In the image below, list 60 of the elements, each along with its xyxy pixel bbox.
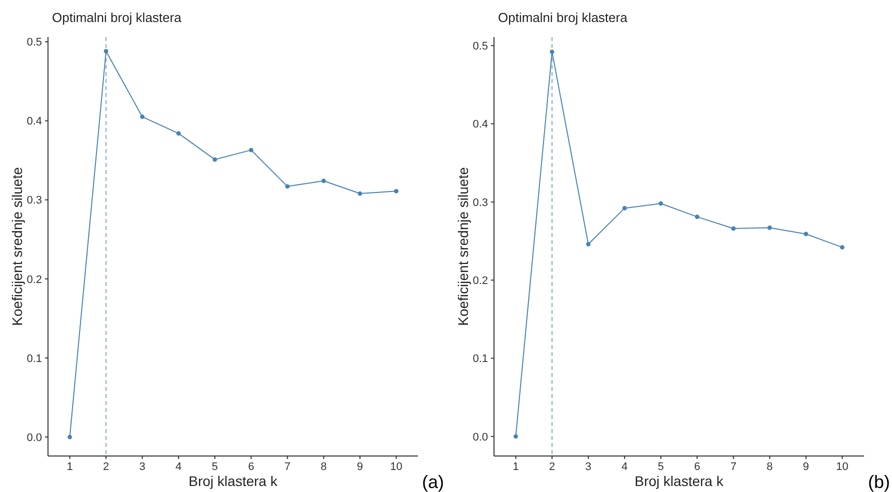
text: (b) [868,472,890,492]
y-tick-label: 0.0 [472,431,488,444]
chart-title: Optimalni broj klastera [498,10,628,25]
x-tick-label: 4 [176,461,182,473]
x-tick-label: 7 [284,461,290,473]
x-tick-label: 1 [66,461,73,473]
x-tick-label: 2 [548,461,556,473]
point [68,434,72,440]
x-tick-label: 3 [139,461,146,473]
x-tick-label: 5 [658,461,664,473]
x-tick-label: 8 [320,461,327,473]
point [622,206,627,210]
x-tick-label: 10 [836,461,848,473]
y-tick-label: 0.5 [26,36,42,49]
y-tick-label: 0.1 [26,352,42,365]
point [394,188,398,194]
y-tick-label: 0.5 [472,40,488,52]
point [104,49,108,54]
point [767,226,772,230]
x-tick-label: 1 [512,461,519,473]
y-axis-title: Koeficijent srednje siluete [455,166,471,326]
point [212,157,218,162]
point [694,214,700,219]
point [514,434,518,439]
point [586,242,591,246]
point [358,191,362,196]
x-tick-label: 4 [622,461,628,473]
x-axis-title: Broj klastera k [634,473,724,489]
x-tick-label: 10 [390,461,402,473]
chart-title: Optimalni broj klastera [52,10,182,25]
text: (a) [422,472,444,492]
point [248,148,254,152]
point [550,50,554,54]
point [804,232,808,236]
x-tick-label: 7 [730,461,736,473]
x-tick-label: 9 [356,461,364,473]
point [731,226,736,231]
x-axis-title: Broj klastera k [188,473,278,489]
point [658,201,664,206]
point [840,245,844,250]
x-tick-label: 2 [102,461,110,473]
point [140,114,145,120]
y-tick-label: 0.4 [472,118,488,131]
x-tick-label: 3 [585,461,592,473]
point [321,178,326,184]
point [176,131,181,136]
x-tick-label: 6 [694,461,700,473]
y-tick-label: 0.2 [472,274,488,287]
y-tick-label: 0.0 [26,432,42,444]
x-tick-label: 8 [766,461,773,473]
y-axis-title: Koeficijent srednje siluete [9,166,25,326]
y-tick-label: 0.2 [26,274,42,286]
x-tick-label: 5 [212,461,218,473]
y-tick-label: 0.4 [26,116,42,128]
y-tick-label: 0.3 [472,196,488,209]
x-tick-label: 9 [802,461,810,473]
x-tick-label: 6 [248,461,254,473]
y-tick-label: 0.1 [472,353,488,366]
y-tick-label: 0.3 [26,194,42,207]
point [285,184,290,189]
